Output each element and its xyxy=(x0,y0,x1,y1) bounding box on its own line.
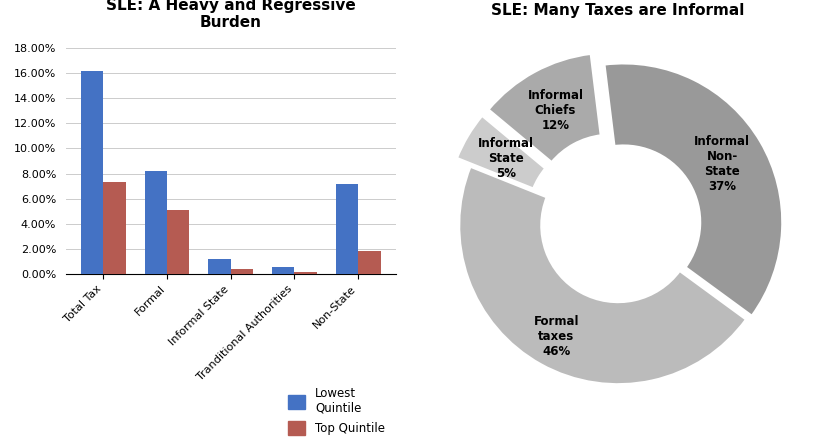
Text: Formal
taxes
46%: Formal taxes 46% xyxy=(533,315,579,358)
Bar xyxy=(145,171,167,274)
Bar xyxy=(294,271,316,274)
Title: SLE: A Heavy and Regressive
Burden: SLE: A Heavy and Regressive Burden xyxy=(105,0,356,30)
Bar xyxy=(167,210,190,274)
Bar xyxy=(81,71,103,274)
Wedge shape xyxy=(488,53,601,163)
Legend: Lowest
Quintile, Top Quintile: Lowest Quintile, Top Quintile xyxy=(283,382,390,440)
Bar xyxy=(231,269,253,274)
Bar xyxy=(208,259,231,274)
Bar xyxy=(336,183,358,274)
Wedge shape xyxy=(604,63,783,316)
Wedge shape xyxy=(456,115,545,189)
Wedge shape xyxy=(459,166,747,385)
Text: Informal
Non-
State
37%: Informal Non- State 37% xyxy=(695,135,751,193)
Bar xyxy=(103,183,125,274)
Title: SLE: Many Taxes are Informal: SLE: Many Taxes are Informal xyxy=(491,4,745,19)
Bar xyxy=(272,267,294,274)
Text: Informal
Chiefs
12%: Informal Chiefs 12% xyxy=(527,89,583,132)
Bar xyxy=(358,251,381,274)
Text: Informal
State
5%: Informal State 5% xyxy=(478,137,534,180)
